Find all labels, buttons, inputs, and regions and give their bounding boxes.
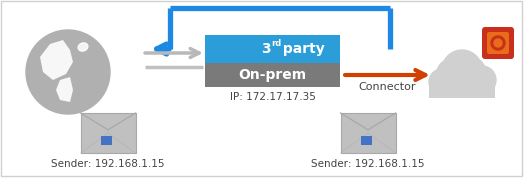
- Text: party: party: [278, 42, 325, 56]
- Bar: [205, 63, 340, 87]
- Circle shape: [436, 58, 472, 94]
- Text: Sender: 192.168.1.15: Sender: 192.168.1.15: [311, 159, 425, 169]
- PathPatch shape: [40, 40, 73, 80]
- Text: Sender: 192.168.1.15: Sender: 192.168.1.15: [51, 159, 165, 169]
- Bar: [81, 113, 136, 153]
- PathPatch shape: [56, 77, 73, 102]
- Bar: [341, 113, 396, 153]
- Text: On-prem: On-prem: [238, 68, 307, 82]
- Text: 3: 3: [261, 42, 270, 56]
- Ellipse shape: [78, 43, 88, 51]
- Bar: [101, 136, 112, 145]
- Text: rd: rd: [271, 40, 282, 48]
- Circle shape: [494, 39, 502, 47]
- Circle shape: [429, 69, 455, 95]
- FancyBboxPatch shape: [482, 27, 514, 59]
- Circle shape: [26, 30, 110, 114]
- Bar: [361, 136, 372, 145]
- FancyBboxPatch shape: [487, 32, 509, 54]
- Circle shape: [468, 66, 496, 94]
- Circle shape: [491, 36, 505, 50]
- Text: Connector: Connector: [359, 82, 416, 92]
- Text: IP: 172.17.17.35: IP: 172.17.17.35: [230, 92, 315, 102]
- Circle shape: [454, 57, 486, 89]
- Bar: [205, 35, 340, 63]
- Bar: [429, 80, 495, 98]
- Circle shape: [442, 50, 482, 90]
